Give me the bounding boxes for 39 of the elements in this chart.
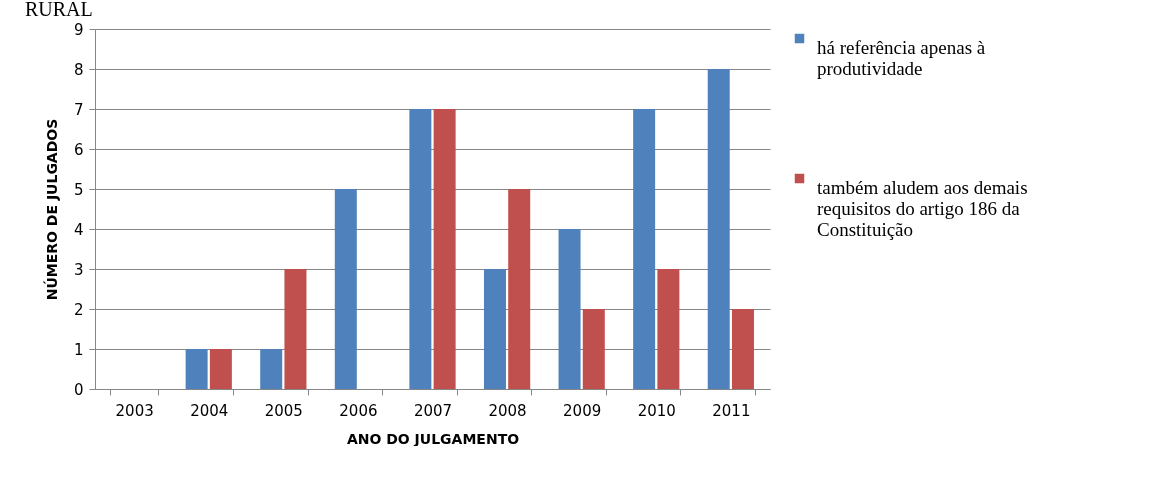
- y-tick-label: 7: [73, 100, 84, 119]
- bar: [209, 349, 232, 389]
- bar: [433, 109, 456, 389]
- bar: [284, 269, 307, 389]
- x-tick-label: 2005: [264, 401, 303, 420]
- x-tick-label: 2006: [339, 401, 378, 420]
- x-axis-title: ANO DO JULGAMENTO: [346, 430, 520, 447]
- y-tick-label: 3: [73, 260, 84, 279]
- x-tick-label: 2007: [413, 401, 453, 420]
- x-tick-label: 2009: [563, 401, 602, 420]
- bar: [633, 109, 656, 389]
- legend-label: também aludem aos demais requisitos do artigo 186 da Constituição: [817, 176, 1028, 240]
- y-tick-label: 2: [73, 300, 84, 319]
- x-tick-label: 2008: [488, 401, 527, 420]
- y-tick-label: 1: [73, 340, 84, 359]
- bar: [334, 189, 357, 389]
- y-tick-label: 8: [73, 60, 84, 79]
- y-tick-label: 9: [73, 20, 84, 39]
- bar: [707, 69, 730, 389]
- y-tick-label: 6: [73, 140, 84, 159]
- legend-label: há referência apenas à produtividade: [817, 36, 986, 79]
- y-tick-label: 0: [73, 380, 84, 399]
- x-tick-label: 2003: [115, 401, 154, 420]
- x-tick-label: 2011: [712, 401, 751, 420]
- x-tick-label: 2004: [190, 401, 229, 420]
- chart-title: RURAL: [25, 0, 93, 20]
- bar: [185, 349, 208, 389]
- y-axis-title: NÚMERO DE JULGADOS: [42, 118, 60, 301]
- y-tick-label: 5: [73, 180, 84, 199]
- bar: [657, 269, 680, 389]
- y-tick-label: 4: [73, 220, 84, 239]
- bar: [409, 109, 432, 389]
- bar: [731, 309, 754, 389]
- x-tick-label: 2010: [637, 401, 676, 420]
- bar: [483, 269, 506, 389]
- bar: [508, 189, 531, 389]
- bar: [558, 229, 581, 389]
- bar: [582, 309, 605, 389]
- bar: [260, 349, 283, 389]
